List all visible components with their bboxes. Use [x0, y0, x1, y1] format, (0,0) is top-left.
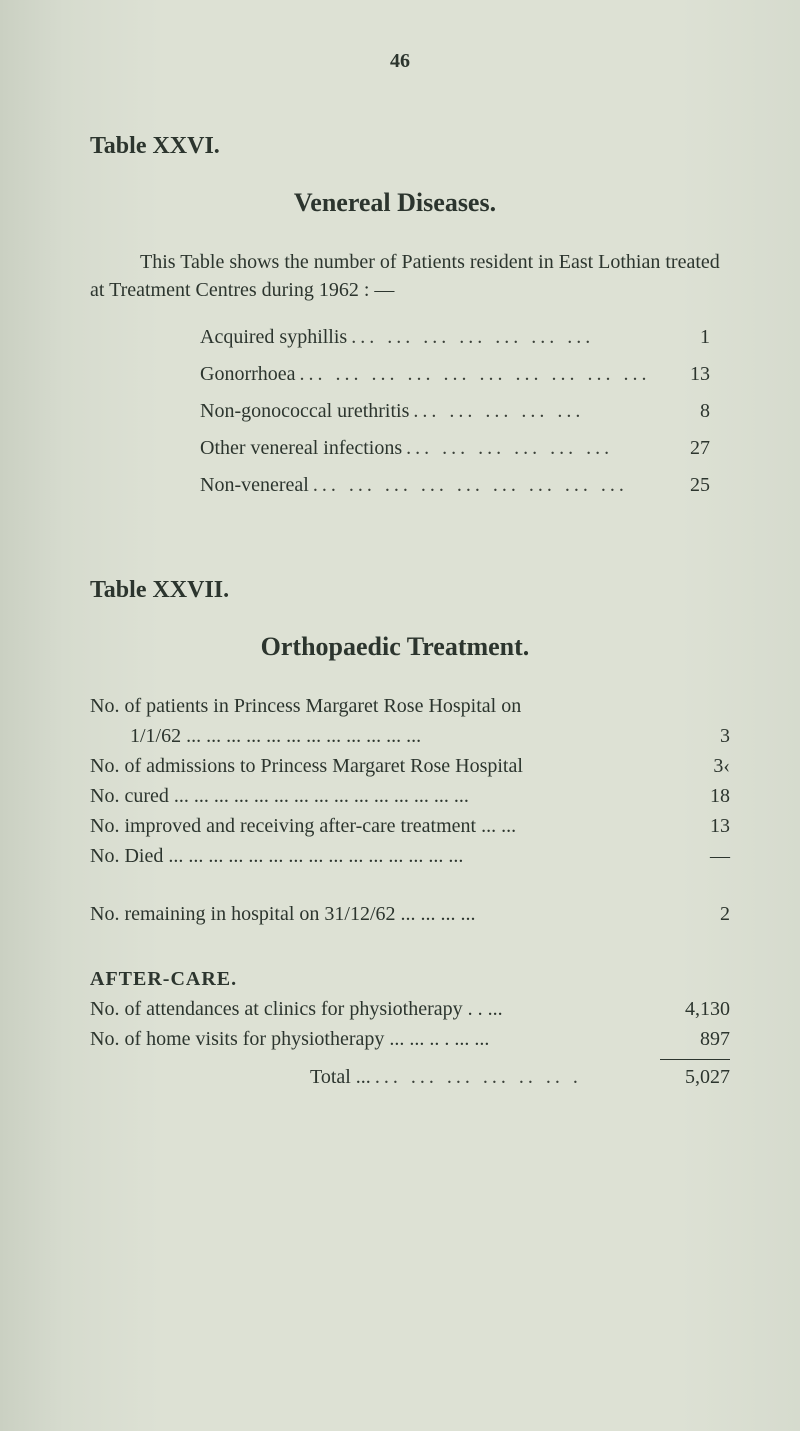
ortho-label: No. Died ... ... ... ... ... ... ... ...…	[90, 842, 660, 870]
ortho-value: 18	[660, 782, 730, 810]
stat-row: Other venereal infections ... ... ... ..…	[200, 437, 710, 460]
ortho-label: No. of attendances at clinics for physio…	[90, 995, 660, 1023]
table-26-title: Venereal Diseases.	[60, 188, 730, 218]
page-number: 46	[70, 50, 730, 73]
ortho-row: No. of attendances at clinics for physio…	[90, 995, 730, 1023]
leader-dots: ... ... ... ... ... ... ... ... ...	[309, 474, 672, 497]
ortho-row: No. of home visits for physiotherapy ...…	[90, 1025, 730, 1053]
ortho-row: No. cured ... ... ... ... ... ... ... ..…	[90, 782, 730, 810]
ortho-value: 4,130	[660, 995, 730, 1023]
after-care-block: No. of attendances at clinics for physio…	[90, 995, 730, 1053]
leader-dots: ... ... ... ... ... ... ...	[347, 326, 672, 349]
leader-dots: ... ... ... ... ... ... ... ... ... ...	[296, 363, 672, 386]
ortho-label: No. remaining in hospital on 31/12/62 ..…	[90, 900, 660, 928]
stat-value: 27	[672, 437, 710, 460]
ortho-row: No. remaining in hospital on 31/12/62 ..…	[90, 900, 730, 928]
ortho-row: No. improved and receiving after-care tr…	[90, 812, 730, 840]
stat-value: 8	[672, 400, 710, 423]
total-row: Total ... ... ... ... ... .. .. . 5,027	[90, 1066, 730, 1089]
ortho-label: No. of admissions to Princess Margaret R…	[90, 752, 660, 780]
ortho-value: 3‹	[660, 752, 730, 780]
ortho-row: No. Died ... ... ... ... ... ... ... ...…	[90, 842, 730, 870]
leader-dots: ... ... ... ... ...	[409, 400, 672, 423]
stat-row: Acquired syphillis ... ... ... ... ... .…	[200, 326, 710, 349]
stat-label: Non-gonococcal urethritis	[200, 400, 409, 423]
after-care-heading: AFTER-CARE.	[90, 968, 730, 991]
orthopaedic-remaining: No. remaining in hospital on 31/12/62 ..…	[90, 900, 730, 928]
stat-row: Gonorrhoea ... ... ... ... ... ... ... .…	[200, 363, 710, 386]
document-page: 46 Table XXVI. Venereal Diseases. This T…	[0, 0, 800, 1431]
stat-label: Gonorrhoea	[200, 363, 296, 386]
ortho-row: 1/1/62 ... ... ... ... ... ... ... ... .…	[90, 722, 730, 750]
ortho-label: No. of patients in Princess Margaret Ros…	[90, 692, 660, 720]
table-27-title: Orthopaedic Treatment.	[60, 632, 730, 662]
stat-label: Acquired syphillis	[200, 326, 347, 349]
ortho-label: No. of home visits for physiotherapy ...…	[90, 1025, 660, 1053]
table-27-heading: Table XXVII.	[90, 577, 730, 604]
stat-row: Non-venereal ... ... ... ... ... ... ...…	[200, 474, 710, 497]
stat-value: 13	[672, 363, 710, 386]
ortho-value: 2	[660, 900, 730, 928]
ortho-value: 3	[660, 722, 730, 750]
total-rule	[660, 1059, 730, 1060]
stat-label: Non-venereal	[200, 474, 309, 497]
orthopaedic-block-1: No. of patients in Princess Margaret Ros…	[90, 692, 730, 870]
stat-value: 1	[672, 326, 710, 349]
ortho-row: No. of patients in Princess Margaret Ros…	[90, 692, 730, 720]
stat-value: 25	[672, 474, 710, 497]
leader-dots: ... ... ... ... ... ...	[402, 437, 672, 460]
leader-dots: ... ... ... ... .. .. .	[371, 1066, 660, 1089]
stat-label: Other venereal infections	[200, 437, 402, 460]
total-value: 5,027	[660, 1066, 730, 1089]
ortho-value: 897	[660, 1025, 730, 1053]
venereal-stats-list: Acquired syphillis ... ... ... ... ... .…	[200, 326, 710, 497]
stat-row: Non-gonococcal urethritis ... ... ... ..…	[200, 400, 710, 423]
ortho-row: No. of admissions to Princess Margaret R…	[90, 752, 730, 780]
ortho-label: 1/1/62 ... ... ... ... ... ... ... ... .…	[90, 722, 660, 750]
ortho-label: No. improved and receiving after-care tr…	[90, 812, 660, 840]
ortho-value: 13	[660, 812, 730, 840]
table-26-intro: This Table shows the number of Patients …	[90, 248, 730, 304]
ortho-label: No. cured ... ... ... ... ... ... ... ..…	[90, 782, 660, 810]
ortho-value: —	[660, 842, 730, 870]
table-26-heading: Table XXVI.	[90, 133, 730, 160]
total-label: Total ...	[310, 1066, 371, 1089]
